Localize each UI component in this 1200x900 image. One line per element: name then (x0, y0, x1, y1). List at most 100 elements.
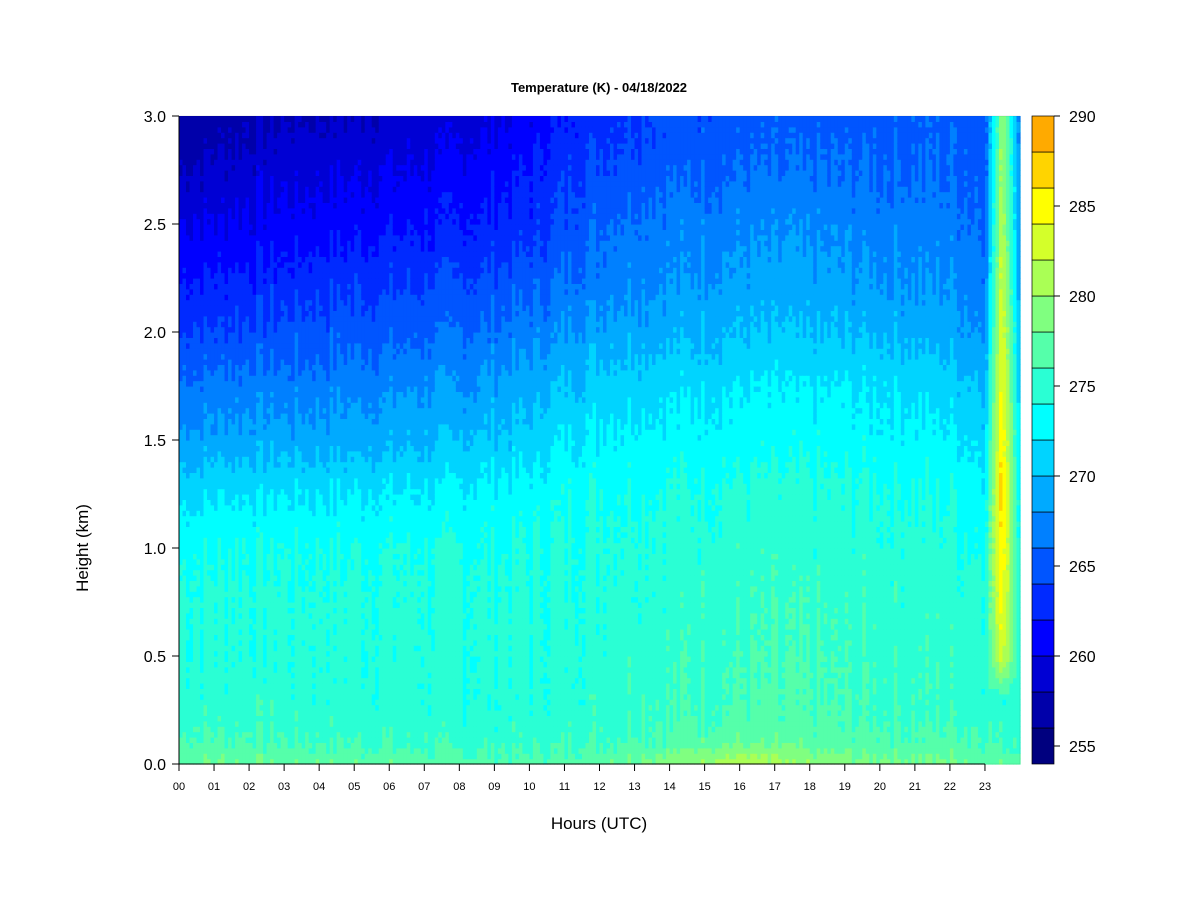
heatmap-cell (284, 634, 289, 641)
heatmap-cell (319, 440, 324, 446)
heatmap-cell (207, 234, 212, 241)
heatmap-cell (249, 332, 254, 338)
heatmap-cell (179, 386, 184, 392)
heatmap-cell (245, 477, 250, 484)
heatmap-cell (287, 445, 292, 452)
heatmap-cell (273, 126, 278, 133)
heatmap-cell (263, 413, 268, 419)
heatmap-cell (179, 618, 184, 625)
heatmap-cell (291, 326, 296, 333)
heatmap-cell (291, 342, 296, 349)
heatmap-cell (228, 618, 233, 625)
heatmap-cell (280, 461, 285, 468)
heatmap-cell (259, 391, 264, 398)
heatmap-cell (235, 580, 240, 587)
heatmap-cell (280, 191, 285, 198)
heatmap-cell (193, 683, 198, 689)
heatmap-cell (196, 656, 201, 662)
heatmap-cell (284, 126, 289, 133)
heatmap-cell (280, 126, 285, 133)
heatmap-cell (189, 472, 194, 479)
heatmap-cell (273, 699, 278, 706)
heatmap-cell (207, 526, 212, 533)
heatmap-cell (263, 310, 268, 317)
heatmap-cell (224, 218, 229, 225)
heatmap-cell (280, 234, 285, 241)
heatmap-cell (207, 753, 212, 760)
heatmap-cell (319, 747, 324, 754)
heatmap-cell (196, 321, 201, 328)
heatmap-cell (252, 661, 257, 668)
heatmap-cell (277, 337, 282, 344)
heatmap-cell (266, 305, 271, 311)
heatmap-cell (228, 564, 233, 571)
heatmap-cell (294, 396, 299, 403)
heatmap-cell (179, 758, 184, 765)
heatmap-cell (238, 186, 243, 193)
heatmap-cell (182, 213, 187, 220)
heatmap-cell (259, 726, 264, 733)
heatmap-cell (319, 315, 324, 322)
heatmap-cell (315, 688, 320, 695)
heatmap-cell (287, 234, 292, 241)
heatmap-cell (217, 737, 222, 743)
heatmap-cell (280, 558, 285, 565)
heatmap-cell (280, 267, 285, 274)
heatmap-cell (305, 240, 310, 247)
heatmap-cell (242, 348, 247, 355)
heatmap-cell (228, 153, 233, 160)
heatmap-cell (238, 531, 243, 538)
heatmap-cell (186, 364, 191, 371)
heatmap-cell (210, 272, 215, 279)
heatmap-cell (266, 153, 271, 160)
heatmap-cell (256, 418, 261, 425)
heatmap-cell (196, 672, 201, 679)
heatmap-cell (266, 429, 271, 436)
heatmap-cell (315, 569, 320, 576)
heatmap-cell (207, 445, 212, 452)
heatmap-cell (291, 494, 296, 500)
heatmap-cell (245, 472, 250, 479)
heatmap-cell (238, 143, 243, 149)
heatmap-cell (270, 537, 275, 544)
heatmap-cell (235, 494, 240, 500)
heatmap-cell (284, 170, 289, 176)
heatmap-cell (252, 126, 257, 133)
heatmap-cell (291, 440, 296, 446)
heatmap-cell (280, 580, 285, 587)
heatmap-cell (235, 553, 240, 560)
heatmap-cell (224, 224, 229, 230)
heatmap-cell (245, 483, 250, 490)
heatmap-cell (266, 321, 271, 328)
heatmap-cell (315, 148, 320, 155)
heatmap-cell (189, 229, 194, 236)
heatmap-cell (217, 288, 222, 295)
heatmap-cell (242, 224, 247, 230)
heatmap-cell (186, 580, 191, 587)
heatmap-cell (193, 391, 198, 398)
heatmap-cell (256, 132, 261, 139)
heatmap-cell (273, 159, 278, 166)
heatmap-cell (231, 240, 236, 247)
heatmap-cell (284, 758, 289, 765)
heatmap-cell (287, 423, 292, 430)
heatmap-cell (189, 321, 194, 328)
heatmap-cell (214, 467, 219, 473)
heatmap-cell (252, 197, 257, 203)
heatmap-cell (259, 531, 264, 538)
heatmap-cell (186, 737, 191, 743)
heatmap-cell (294, 623, 299, 630)
heatmap-cell (252, 753, 257, 760)
heatmap-cell (284, 580, 289, 587)
heatmap-cell (242, 218, 247, 225)
heatmap-cell (256, 747, 261, 754)
heatmap-cell (186, 234, 191, 241)
heatmap-cell (214, 283, 219, 290)
heatmap-cell (308, 326, 313, 333)
heatmap-cell (287, 504, 292, 511)
heatmap-cell (214, 315, 219, 322)
heatmap-cell (200, 526, 205, 533)
heatmap-cell (224, 688, 229, 695)
heatmap-cell (298, 710, 303, 716)
heatmap-cell (263, 672, 268, 679)
